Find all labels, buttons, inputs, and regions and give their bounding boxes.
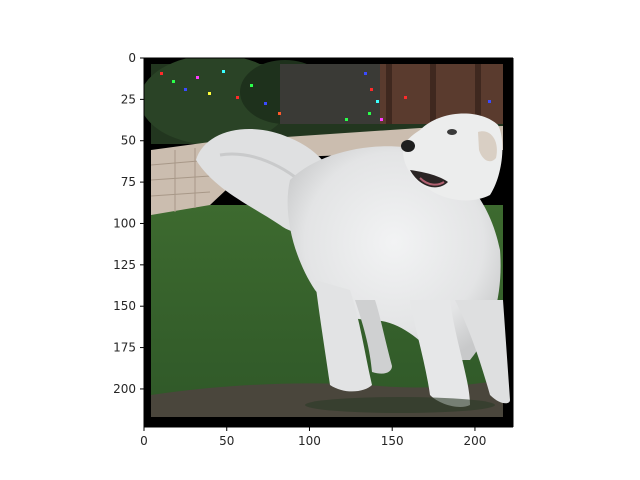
fence-post xyxy=(386,64,392,124)
dog-photo xyxy=(144,58,513,427)
dog-front-leg-right xyxy=(455,300,510,404)
dog-mouth xyxy=(410,170,448,188)
y-tick-label: 150 xyxy=(113,299,136,313)
y-tick-label: 50 xyxy=(121,134,136,148)
dog-shadow xyxy=(305,397,495,413)
y-tick-label: 100 xyxy=(113,216,136,230)
dog-tongue xyxy=(419,177,445,186)
x-tick-label: 50 xyxy=(219,434,234,448)
dog-front-leg-left xyxy=(410,300,470,407)
dog-hind-leg xyxy=(315,280,372,392)
dog-eye xyxy=(447,129,457,135)
house-wall xyxy=(280,64,390,124)
y-tick-label: 25 xyxy=(121,92,136,106)
y-axis: 0 25 50 75 100 125 150 175 200 xyxy=(113,51,144,396)
dog-nose xyxy=(401,140,415,152)
brick-lines xyxy=(150,148,211,212)
y-tick-label: 75 xyxy=(121,175,136,189)
noise-artifacts xyxy=(160,70,491,121)
fence-post xyxy=(475,64,481,124)
x-axis: 0 50 100 150 200 xyxy=(140,427,486,448)
y-tick-label: 200 xyxy=(113,382,136,396)
axes-frame xyxy=(143,57,514,428)
x-tick-label: 200 xyxy=(463,434,486,448)
fence-post xyxy=(430,64,436,124)
x-tick-label: 100 xyxy=(298,434,321,448)
dog-hind-leg-back xyxy=(355,300,392,374)
fence xyxy=(380,64,503,124)
y-tick-label: 125 xyxy=(113,258,136,272)
x-tick-label: 150 xyxy=(381,434,404,448)
y-tick-label: 175 xyxy=(113,341,136,355)
y-tick-label: 0 xyxy=(128,51,136,65)
x-tick-label: 0 xyxy=(140,434,148,448)
dog-ear xyxy=(478,131,497,162)
